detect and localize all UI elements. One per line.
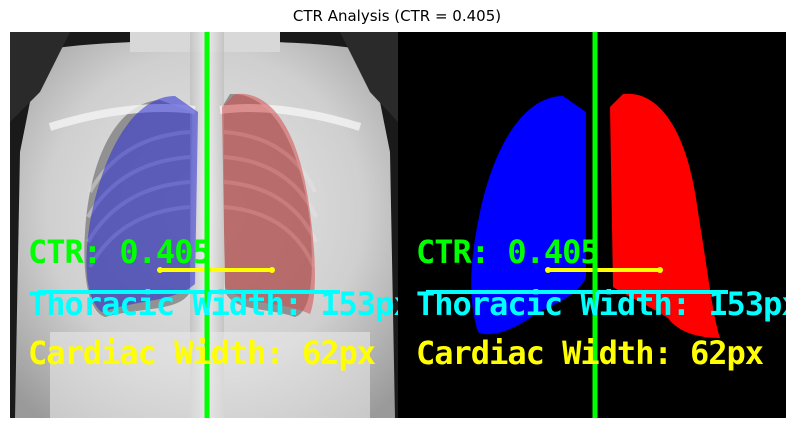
ctr-label-mask: CTR: 0.405: [416, 233, 600, 271]
right-lung-mask: [610, 93, 720, 338]
xray-image: [10, 32, 398, 418]
figure-title: CTR Analysis (CTR = 0.405): [292, 7, 502, 25]
segmentation-mask-panel: CTR: 0.405 Thoracic Width: 153px Cardiac…: [398, 32, 786, 418]
right-lung-overlay: [222, 93, 315, 314]
cardiac-width-label-mask: Cardiac Width: 62px: [416, 334, 764, 372]
thoracic-width-label: Thoracic Width: 153px: [28, 285, 398, 323]
thoracic-width-label-mask: Thoracic Width: 153px: [416, 285, 786, 323]
ctr-label: CTR: 0.405: [28, 233, 212, 271]
left-lung-overlay: [86, 96, 198, 312]
xray-overlay-panel: CTR: 0.405 Thoracic Width: 153px Cardiac…: [10, 32, 398, 418]
cardiac-width-label: Cardiac Width: 62px: [28, 334, 376, 372]
segmentation-mask: [398, 32, 786, 418]
left-lung-mask: [471, 96, 586, 335]
